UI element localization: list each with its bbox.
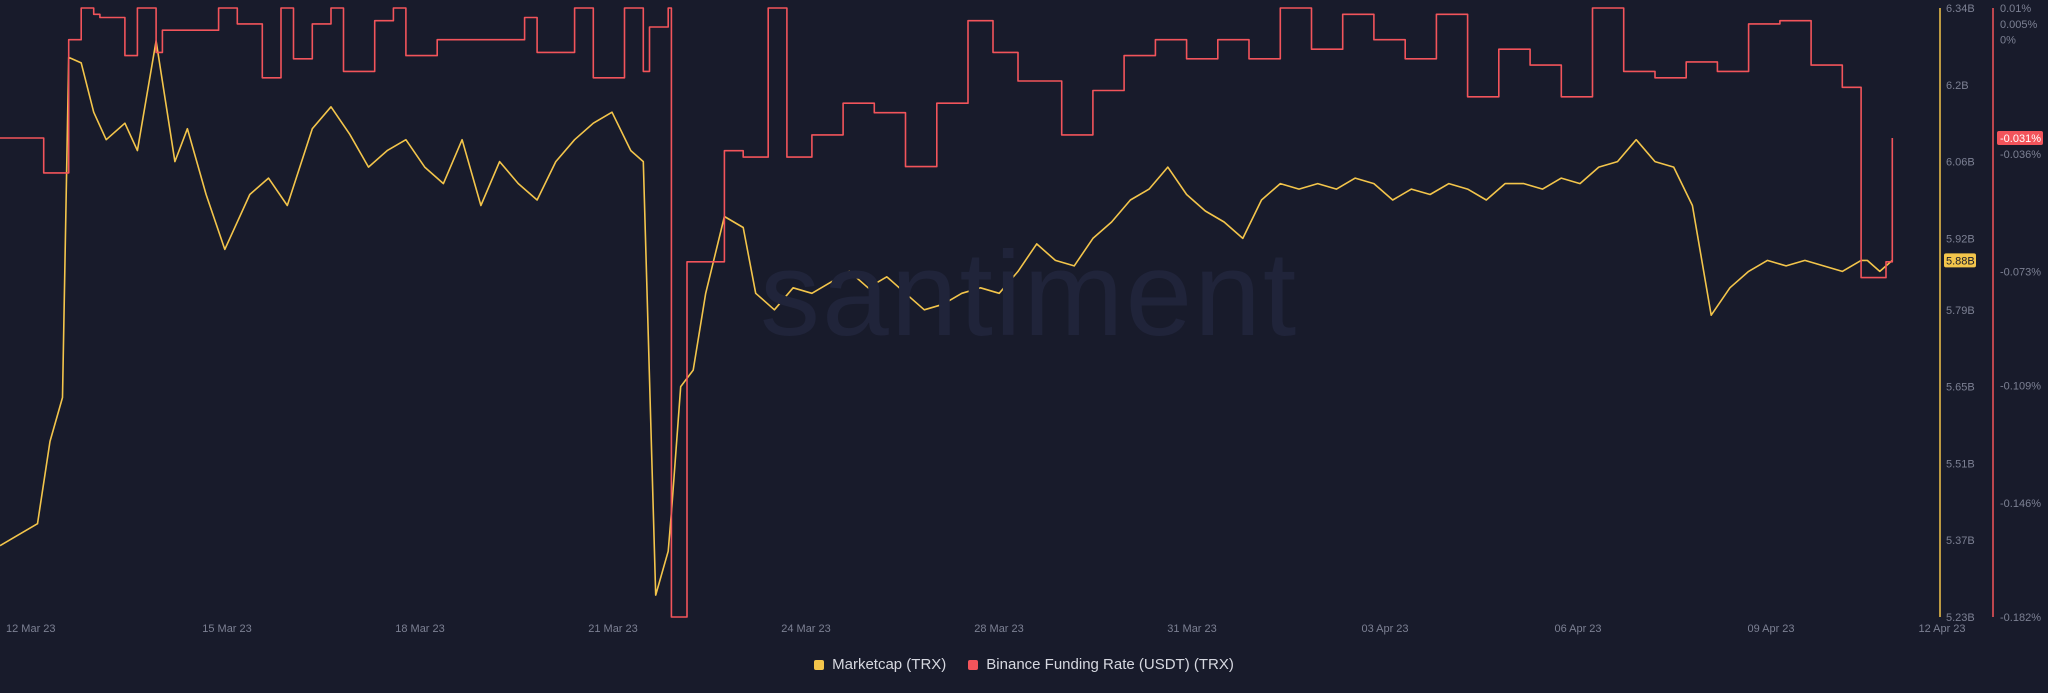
- left-tick-label: 5.92B: [1946, 233, 1975, 245]
- right-tick-label: 0.01%: [2000, 3, 2031, 15]
- right-tick-label: -0.109%: [2000, 380, 2041, 392]
- left-tick-label: 6.2B: [1946, 80, 1969, 92]
- x-tick-label: 12 Mar 23: [6, 623, 56, 635]
- santiment-watermark: santiment: [760, 227, 1299, 361]
- right-tick-label: 0.005%: [2000, 19, 2038, 31]
- x-tick-label: 06 Apr 23: [1554, 623, 1601, 635]
- legend-swatch-funding-rate: [968, 659, 979, 670]
- x-tick-label: 09 Apr 23: [1747, 623, 1794, 635]
- right-tick-label: 0%: [2000, 35, 2016, 47]
- x-tick-label: 18 Mar 23: [395, 623, 445, 635]
- funding-rate-series-line: [0, 7, 1894, 618]
- marketcap-series-line: [0, 40, 1893, 596]
- right-tick-label: -0.146%: [2000, 498, 2041, 510]
- right-tick-label: -0.182%: [2000, 612, 2041, 624]
- right-tick-label: -0.073%: [2000, 266, 2041, 278]
- left-tick-label: 5.37B: [1946, 535, 1975, 547]
- x-tick-label: 03 Apr 23: [1361, 623, 1408, 635]
- legend-label-marketcap: Marketcap (TRX): [832, 656, 947, 673]
- left-tick-label: 5.79B: [1946, 305, 1975, 317]
- left-tick-label: 5.23B: [1946, 612, 1975, 624]
- current-marketcap-label: 5.88B: [1946, 255, 1975, 267]
- legend: Marketcap (TRX) Binance Funding Rate (US…: [0, 656, 2048, 673]
- legend-label-funding-rate: Binance Funding Rate (USDT) (TRX): [986, 656, 1234, 673]
- left-tick-label: 5.65B: [1946, 382, 1975, 394]
- left-tick-label: 6.34B: [1946, 3, 1975, 15]
- legend-item-funding-rate[interactable]: Binance Funding Rate (USDT) (TRX): [968, 656, 1234, 673]
- chart-svg: 12 Mar 23 15 Mar 23 18 Mar 23 21 Mar 23 24 M…: [0, 3, 2043, 635]
- x-tick-label: 31 Mar 23: [1167, 623, 1217, 635]
- x-tick-label: 12 Apr 23: [1918, 623, 1965, 635]
- current-funding-rate-label: -0.031%: [2000, 133, 2041, 145]
- legend-swatch-marketcap: [814, 659, 825, 670]
- current-funding-rate-badge: [1997, 131, 2043, 146]
- legend-item-marketcap[interactable]: Marketcap (TRX): [814, 656, 946, 673]
- x-tick-label: 28 Mar 23: [974, 623, 1024, 635]
- right-tick-label: -0.036%: [2000, 149, 2041, 161]
- current-marketcap-badge: [1944, 253, 1976, 268]
- x-tick-label: 21 Mar 23: [588, 623, 638, 635]
- x-tick-label: 15 Mar 23: [202, 623, 252, 635]
- left-tick-label: 6.06B: [1946, 157, 1975, 169]
- left-tick-label: 5.51B: [1946, 458, 1975, 470]
- x-tick-label: 24 Mar 23: [781, 623, 831, 635]
